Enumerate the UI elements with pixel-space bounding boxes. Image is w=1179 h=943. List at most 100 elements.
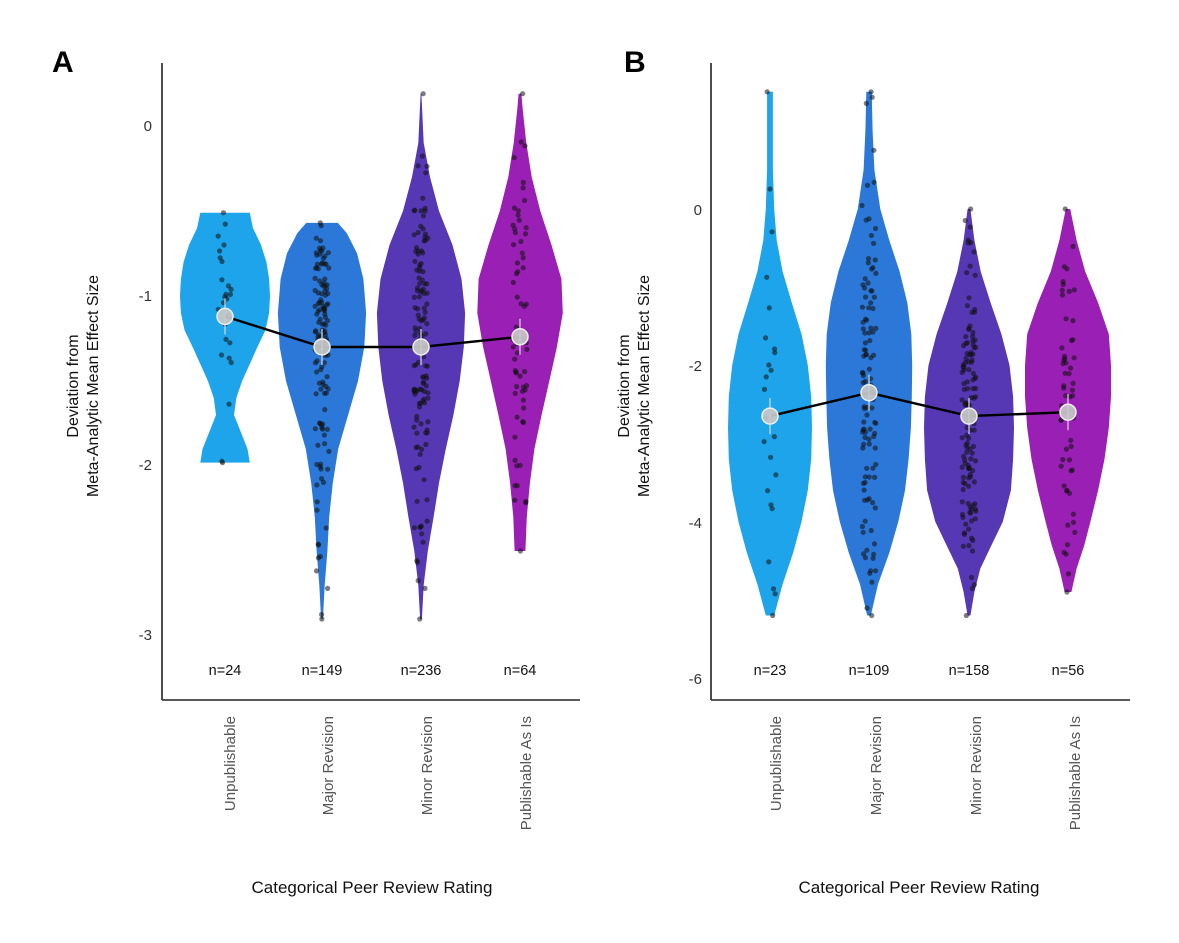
panel-b-data-point [962, 217, 968, 224]
panel-b-data-point [968, 506, 975, 512]
panel-a-data-point [322, 292, 328, 298]
panel-a-data-point [514, 350, 521, 356]
panel-b-data-point [872, 445, 878, 451]
panel-b-data-point [867, 338, 873, 344]
panel-b-category-label: Major Revision [868, 716, 885, 815]
panel-b-data-point [772, 350, 778, 356]
panel-a-ytick: 0 [144, 118, 152, 135]
panel-b-data-point [869, 405, 875, 411]
panel-a-data-point [520, 185, 526, 191]
panel-a-data-point [415, 306, 421, 312]
panel-a-data-point [412, 332, 418, 338]
panel-a-data-point [226, 401, 232, 407]
panel-a-data-point [219, 258, 225, 265]
panel-b-data-point [862, 276, 868, 282]
panel-a-data-point [517, 373, 523, 379]
panel-a-n-label: n=24 [209, 663, 242, 679]
panel-a-data-point [319, 321, 325, 327]
panel-b-data-point [761, 439, 767, 445]
panel-b-data-point [969, 309, 975, 315]
panel-a-n-label: n=236 [401, 663, 442, 679]
panel-a-data-point [512, 226, 518, 232]
panel-b-data-point [1061, 483, 1067, 489]
panel-a-data-point [315, 334, 321, 340]
panel-a-data-point [515, 269, 521, 275]
panel-a-data-point [228, 286, 234, 292]
panel-a-data-point [424, 163, 430, 169]
panel-a-data-point [514, 483, 520, 489]
panel-a-data-point [425, 395, 431, 401]
panel-a-data-point [320, 382, 326, 388]
panel-a-data-point [322, 276, 328, 282]
panel-b-data-point [872, 225, 879, 232]
panel-b-data-point [864, 412, 870, 418]
panel-b-data-point [863, 294, 869, 300]
panel-a-data-point [420, 226, 426, 232]
panel-a-data-point [417, 524, 423, 530]
panel-a-data-point [520, 255, 526, 261]
panel-a-ytick: -2 [139, 457, 152, 474]
panel-b-data-point [971, 427, 977, 433]
panel-b-data-point [866, 366, 873, 372]
panel-b-data-point [1059, 287, 1065, 293]
panel-a-data-point [318, 461, 324, 467]
panel-a-data-point [411, 424, 417, 430]
panel-a-data-point [523, 500, 529, 506]
panel-a-data-point [415, 312, 421, 318]
panel-b-data-point [964, 432, 970, 438]
panel-a-data-point [326, 448, 332, 454]
panel-a-data-point [512, 356, 518, 362]
panel-b-data-point [1064, 487, 1070, 494]
panel-b-data-point [859, 304, 866, 310]
panel-b: B 0 -2 -4 -6 Deviation from Meta-Analyti… [616, 46, 1130, 897]
panel-a-data-point [312, 303, 318, 309]
panel-a-data-point [422, 585, 428, 592]
panel-a-data-point [321, 360, 327, 366]
panel-b-data-point [872, 474, 878, 480]
panel-a-data-point [323, 525, 329, 531]
panel-b-data-point [1068, 437, 1074, 443]
panel-a-data-point [422, 309, 428, 315]
panel-a-data-point [319, 364, 325, 370]
panel-b-data-point [765, 488, 771, 494]
panel-b-data-point [970, 386, 976, 392]
panel-a-data-point [424, 281, 430, 287]
panel-b-data-point [869, 288, 875, 294]
panel-b-data-point [1070, 243, 1076, 249]
panel-a-data-point [325, 301, 331, 307]
panel-b-data-point [971, 582, 978, 588]
panel-a-data-point [424, 321, 430, 327]
panel-b-data-point [873, 325, 879, 331]
panel-b-data-point [970, 370, 977, 377]
panel-a-category-label: Minor Revision [419, 716, 436, 815]
panel-a-data-point [415, 163, 421, 169]
panel-a-data-point [325, 386, 331, 392]
panel-a-data-point [223, 291, 229, 297]
panel-b-y-label-1: Deviation from [616, 334, 633, 437]
panel-a-data-point [415, 444, 421, 450]
panel-a-data-point [314, 507, 320, 513]
panel-b-y-label-2: Meta-Analytic Mean Effect Size [636, 275, 653, 497]
panel-b-data-point [872, 568, 879, 574]
panel-b-data-point [961, 381, 967, 387]
panel-b-data-point [1072, 529, 1078, 536]
panel-b-data-point [959, 511, 966, 518]
panel-b-data-point [864, 605, 870, 611]
panel-a-data-point [312, 360, 318, 366]
panel-b-data-point [973, 508, 979, 514]
panel-b-data-point [965, 237, 971, 243]
panel-a-data-point [317, 220, 323, 226]
panel-b-data-point [768, 454, 774, 460]
panel-a-data-point [512, 434, 518, 440]
panel-a-data-point [420, 213, 426, 219]
panel-a-data-point [320, 421, 326, 427]
panel-b-data-point [973, 344, 979, 350]
panel-a-data-point [515, 212, 521, 218]
panel-b-data-point [960, 487, 966, 493]
panel-a-mean-marker [313, 338, 331, 356]
panel-a-data-point [418, 248, 425, 254]
panel-a-data-point [425, 419, 431, 425]
panel-a-data-point [317, 553, 323, 560]
panel-b-data-point [863, 347, 869, 353]
panel-b-category-label: Unpublishable [768, 716, 785, 811]
